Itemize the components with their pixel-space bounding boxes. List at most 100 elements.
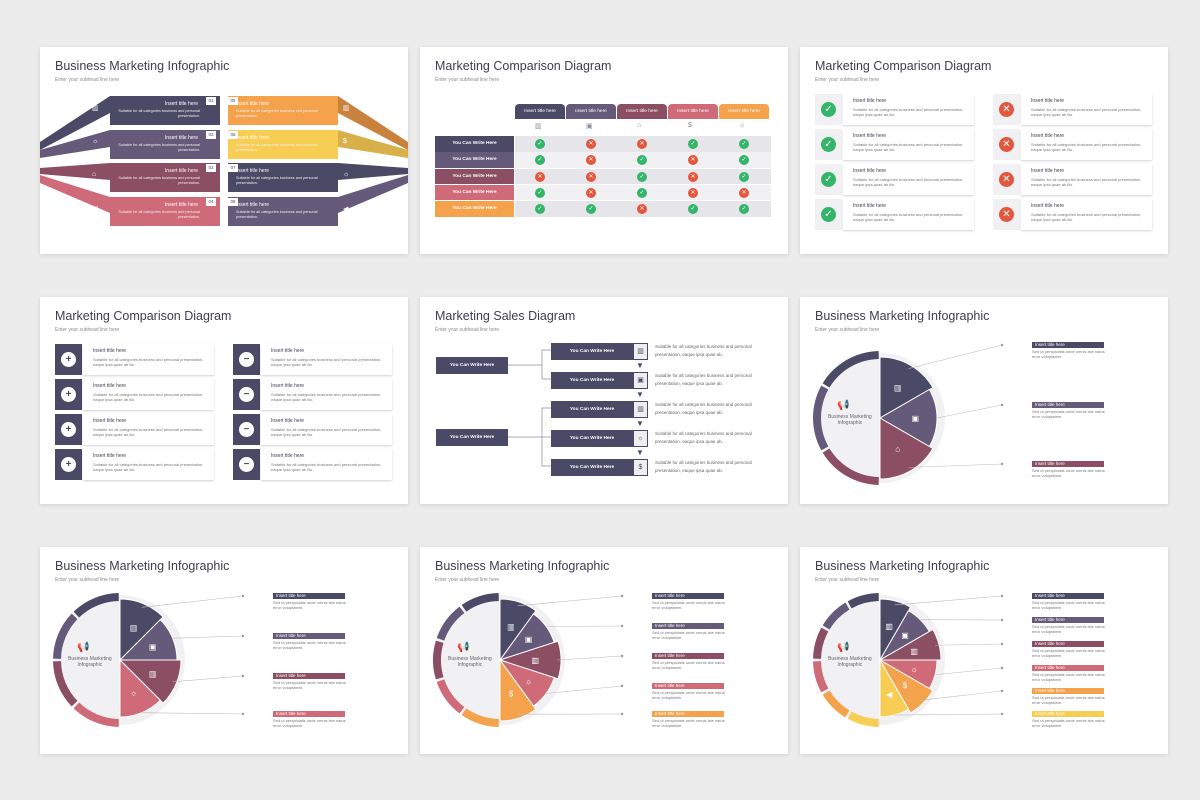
slide-4[interactable]: Marketing Comparison Diagram Enter your … — [40, 297, 408, 504]
check-icon: ✓ — [821, 207, 836, 222]
minus-icon: − — [239, 422, 254, 437]
card-title: Insert title here — [271, 418, 305, 424]
comparison-card: Insert title here Suitable for all catego… — [83, 449, 214, 480]
card-icon-box: − — [233, 414, 260, 445]
slide-3[interactable]: Marketing Comparison Diagram Enter your … — [800, 47, 1168, 254]
column-header: Insert title here — [617, 104, 667, 119]
legend-text: Sed ut perspiciatis unde omnis iste natu… — [273, 718, 346, 728]
flow-description: Suitable for all categories business and… — [655, 373, 752, 386]
pie-slice — [499, 598, 537, 662]
ring-segment — [461, 708, 499, 727]
block-text: Suitable for all categories business and… — [118, 143, 200, 152]
pie-chart: ▥ ▣ ▥ ☼ $ — [433, 593, 624, 727]
row-label: You Can Write Here — [435, 201, 514, 217]
legend-title: Insert title here — [652, 593, 724, 599]
chart-icon: ▥ — [92, 105, 99, 112]
legend-text: Sed ut perspiciatis unde omnis iste natu… — [1032, 409, 1105, 419]
chart-icon: ▥ — [535, 123, 542, 130]
cross-icon: ✕ — [586, 155, 596, 166]
comparison-card: Insert title here Suitable for all catego… — [1021, 94, 1152, 125]
megaphone-icon: ◀ — [343, 206, 349, 213]
slide-5[interactable]: Marketing Sales Diagram Enter your subhe… — [420, 297, 788, 504]
leader-line — [517, 595, 623, 607]
check-icon: ✓ — [739, 155, 749, 166]
slide-title: Marketing Comparison Diagram — [55, 309, 232, 323]
slide-2[interactable]: Marketing Comparison Diagram Enter your … — [420, 47, 788, 254]
block-title: Insert title here — [164, 202, 198, 208]
card-icon-box: + — [55, 414, 82, 445]
step-number: 06 — [228, 131, 238, 139]
slide-8[interactable]: Business Marketing Infographic Enter you… — [420, 547, 788, 754]
flow-description: Suitable for all categories business and… — [655, 344, 752, 357]
card-text: Suitable for all categories business and… — [853, 212, 964, 222]
cross-icon: ✕ — [637, 204, 647, 215]
leader-dot — [1000, 594, 1004, 598]
legend-title: Insert title here — [273, 633, 345, 639]
block-text: Suitable for all categories business and… — [118, 109, 200, 118]
megaphone-icon: 📢 — [837, 642, 850, 653]
slide-9[interactable]: Business Marketing Infographic Enter you… — [800, 547, 1168, 754]
card-title: Insert title here — [1031, 98, 1065, 104]
card-icon-box: + — [55, 344, 82, 375]
card-title: Insert title here — [93, 383, 127, 389]
info-block: Insert title here Suitable for all catego… — [110, 197, 220, 226]
pie-slice — [878, 628, 942, 661]
legend-text: Sed ut perspiciatis unde omnis iste natu… — [273, 600, 346, 610]
block-title: Insert title here — [236, 168, 270, 174]
card-title: Insert title here — [93, 348, 127, 354]
card-text: Suitable for all categories business and… — [271, 357, 382, 367]
check-icon: ✓ — [688, 139, 698, 149]
pie-chart: ▥ ▣ ⌂ — [813, 343, 1004, 485]
legend-text: Sed ut perspiciatis unde omnis iste natu… — [1032, 718, 1105, 728]
briefcase-icon: ▣ — [586, 123, 593, 130]
slide-7[interactable]: Business Marketing Infographic Enter you… — [40, 547, 408, 754]
lightbulb-icon: ☼ — [92, 138, 99, 145]
pie-slice — [879, 388, 938, 448]
card-icon-box: ✕ — [993, 129, 1020, 160]
slide-6[interactable]: Business Marketing Infographic Enter you… — [800, 297, 1168, 504]
leader-dot — [1000, 666, 1004, 670]
lightbulb-icon: ☼ — [910, 665, 917, 674]
comparison-card: Insert title here Suitable for all catego… — [843, 129, 974, 160]
leader-dot — [1000, 462, 1004, 466]
legend-title: Insert title here — [1032, 688, 1104, 694]
slide-title: Marketing Comparison Diagram — [435, 59, 612, 73]
block-text: Suitable for all categories business and… — [236, 143, 318, 152]
ring-segment — [461, 593, 499, 612]
legend-title: Insert title here — [1032, 641, 1104, 647]
card-icon-box: ✓ — [815, 94, 842, 125]
ring-segment — [73, 702, 119, 727]
column-header: Insert title here — [719, 104, 769, 119]
leader-dot — [241, 674, 245, 678]
card-text: Suitable for all categories business and… — [1031, 177, 1142, 187]
leader-line — [546, 685, 623, 694]
legend-title: Insert title here — [652, 711, 724, 717]
arrow-down-icon: ▼ — [636, 361, 644, 370]
money-icon: $ — [509, 690, 514, 699]
flow-right-box: You Can Write Here — [551, 401, 633, 418]
check-icon: ✓ — [637, 155, 647, 166]
comparison-card: Insert title here Suitable for all catego… — [843, 94, 974, 125]
block-text: Suitable for all categories business and… — [118, 176, 200, 185]
slide-1[interactable]: Business Marketing Infographic Enter you… — [40, 47, 408, 254]
slide-subtitle: Enter your subhead line here — [815, 327, 880, 333]
chart-icon: ▥ — [633, 401, 648, 418]
check-icon: ✓ — [821, 102, 836, 117]
card-text: Suitable for all categories business and… — [93, 462, 204, 472]
leader-line — [935, 643, 1003, 646]
comparison-card: Insert title here Suitable for all catego… — [1021, 199, 1152, 230]
cross-icon: ✕ — [999, 172, 1014, 187]
block-text: Suitable for all categories business and… — [236, 210, 318, 219]
cross-icon: ✕ — [535, 171, 545, 182]
slide-subtitle: Enter your subhead line here — [55, 577, 120, 583]
slide-subtitle: Enter your subhead line here — [815, 577, 880, 583]
slide-subtitle: Enter your subhead line here — [815, 77, 880, 83]
column-header: Insert title here — [668, 104, 718, 119]
minus-icon: − — [239, 457, 254, 472]
card-icon-box: ✕ — [993, 94, 1020, 125]
comparison-card: Insert title here Suitable for all catego… — [83, 414, 214, 445]
ring-segment — [822, 690, 850, 718]
comparison-card: Insert title here Suitable for all catego… — [1021, 164, 1152, 195]
flow-left-box: You Can Write Here — [436, 429, 508, 446]
ring-segment — [73, 593, 119, 618]
